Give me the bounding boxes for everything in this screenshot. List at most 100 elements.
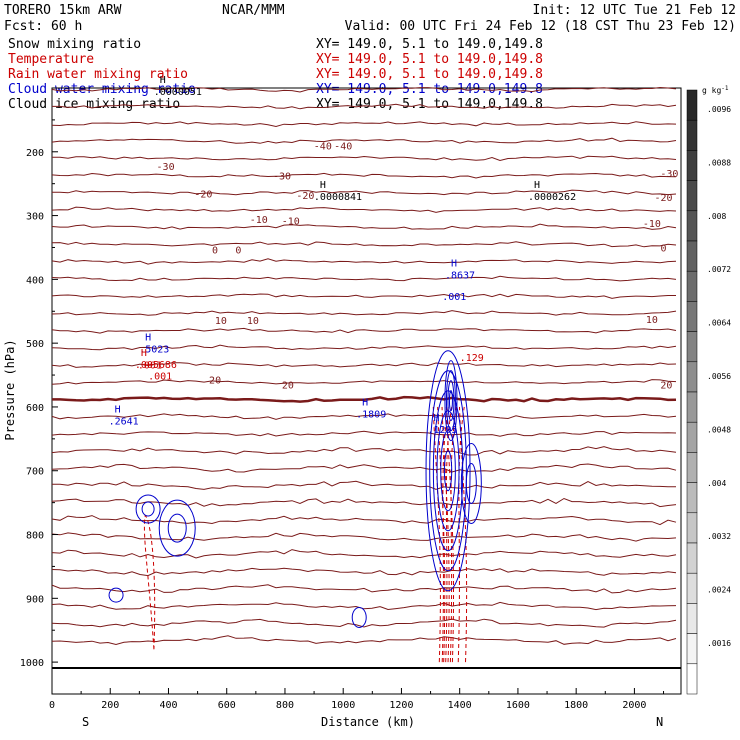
rain-contour (441, 406, 449, 663)
isotherm (51, 549, 677, 559)
extremum-marker: H (320, 180, 326, 191)
isotherm (51, 121, 677, 128)
isotherm (51, 327, 677, 334)
cloud-contour (440, 430, 456, 512)
rain-contour (432, 406, 441, 663)
isotherm (51, 189, 677, 196)
isotherm-label: -10 (643, 219, 661, 230)
isotherm-label: -20 (194, 189, 212, 200)
extremum-marker: H (145, 333, 151, 344)
colorbar-cell (686, 482, 698, 514)
contour-value-label: .129 (460, 353, 484, 364)
cloud-contour (425, 350, 471, 592)
isotherm-label: -30 (157, 162, 175, 173)
y-axis: 200 300 400 500 600 700 800 900 1000 (20, 119, 58, 695)
isotherm-label: -10 (250, 215, 268, 226)
isotherm (51, 172, 677, 179)
isotherm (51, 601, 677, 611)
x-tick-label: 600 (218, 700, 236, 711)
isotherm (51, 293, 676, 299)
cloud-contour (443, 450, 453, 492)
colorbar-tick-label: .0024 (707, 586, 731, 595)
extremum-value: .1809 (356, 410, 386, 421)
colorbar-cell (686, 89, 698, 121)
x-tick-label: 1400 (448, 700, 472, 711)
colorbar-cell (686, 512, 698, 544)
isotherm-label: -20 (654, 193, 672, 204)
y-axis-title: Pressure (hPa) (3, 339, 17, 440)
contour-value-label: .001 (148, 372, 172, 383)
colorbar-tick-label: .0056 (707, 372, 731, 381)
colorbar-unit: g kg-1 (702, 85, 729, 95)
colorbar-tick-label: .008 (707, 212, 726, 221)
isotherm-label: -30 (660, 169, 678, 180)
colorbar: .0016 .0024 .0032 .004 .0048 .0056 .0064 .0072.… (686, 89, 731, 695)
legend-item-name: Temperature (8, 52, 94, 67)
colorbar-cell (686, 301, 698, 332)
rain-contour (437, 406, 446, 663)
extremum-value: .0000051 (154, 87, 202, 98)
plot-frame (51, 87, 682, 695)
x-tick-label: 400 (159, 700, 177, 711)
cloud-contour (445, 370, 456, 432)
isotherm (51, 463, 677, 473)
isotherm (51, 137, 677, 144)
legend-item-xy: XY= 149.0, 5.1 to 149.0,149.8 (316, 97, 543, 112)
y-tick-label: 200 (26, 148, 44, 159)
isotherm-label: 0 (212, 245, 218, 256)
isotherm-label: -40 (314, 141, 332, 152)
isotherm-label: 0 (661, 243, 667, 254)
extremum-marker: H (451, 259, 457, 270)
isotherm-label: -10 (282, 217, 300, 228)
extremum-marker: H (433, 413, 439, 424)
isotherm (51, 413, 677, 420)
rain-contour (445, 406, 453, 663)
colorbar-tick-label: .0096 (707, 105, 731, 114)
x-tick-label: 1200 (389, 700, 413, 711)
cloud-contour (429, 370, 467, 572)
extremum-value: .2641 (109, 417, 139, 428)
isotherm (51, 446, 677, 456)
isotherm-label: -40 (334, 141, 352, 152)
cloud-contour (167, 513, 187, 543)
rain-contour (449, 406, 457, 663)
colorbar-cell (686, 663, 698, 695)
temperature-isotherms (51, 86, 677, 646)
isotherm-label: 10 (646, 315, 658, 326)
isotherm (51, 497, 677, 508)
x-tick-label: 800 (276, 700, 294, 711)
x-tick-label: 1000 (331, 700, 355, 711)
colorbar-cell (686, 119, 698, 151)
isotherm (51, 635, 677, 646)
x-axis-title: Distance (km) (321, 715, 415, 729)
colorbar-tick-label: .004 (707, 479, 726, 488)
colorbar-tick-label: .0072 (707, 265, 731, 274)
isotherm (51, 241, 677, 248)
colorbar-tick-label: .0016 (707, 639, 731, 648)
x-tick-label: 1600 (506, 700, 530, 711)
cloud-contour (351, 606, 367, 628)
colorbar-cell (686, 270, 698, 302)
isotherm (51, 223, 677, 230)
isotherm (51, 430, 677, 437)
legend-item-xy: XY= 149.0, 5.1 to 149.0,149.8 (316, 82, 543, 97)
isotherm (51, 618, 677, 628)
init-time: Init: 12 UTC Tue 21 Feb 12 (533, 3, 737, 18)
field-legend: Snow mixing ratio XY= 149.0, 5.1 to 149.0… (8, 37, 543, 112)
colorbar-cell (686, 603, 698, 634)
cloud-contour (158, 499, 196, 557)
isotherm-label: 20 (660, 381, 672, 392)
colorbar-cell (686, 210, 698, 242)
cloud-contour (444, 360, 458, 442)
colorbar-tick-label: .0088 (707, 158, 731, 167)
colorbar-tick-label: .0048 (707, 425, 731, 434)
legend-item-name: Rain water mixing ratio (8, 67, 188, 82)
isotherm (51, 206, 677, 213)
isotherm (51, 515, 677, 526)
extremum-value: .8637 (445, 271, 475, 282)
extremum-value: .1205 (427, 425, 457, 436)
contour-value-label: .001 (138, 361, 162, 372)
valid-time: Valid: 00 UTC Fri 24 Feb 12 (18 CST Thu … (345, 19, 736, 34)
rain-contour (441, 406, 450, 663)
colorbar-cell (686, 391, 698, 423)
